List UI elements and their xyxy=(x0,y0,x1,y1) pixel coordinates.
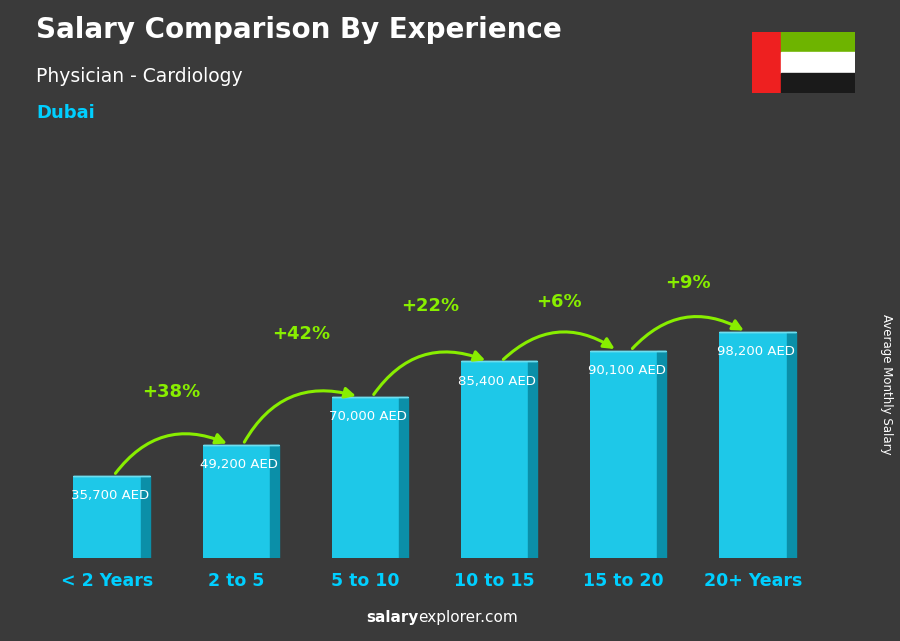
Bar xyxy=(332,397,399,558)
Bar xyxy=(74,476,140,558)
Polygon shape xyxy=(399,397,408,558)
FancyArrowPatch shape xyxy=(115,434,224,474)
Bar xyxy=(781,72,855,93)
Text: +38%: +38% xyxy=(142,383,201,401)
Text: +6%: +6% xyxy=(536,292,582,310)
Text: Average Monthly Salary: Average Monthly Salary xyxy=(880,314,893,455)
Bar xyxy=(752,32,781,93)
Text: +9%: +9% xyxy=(666,274,711,292)
FancyArrowPatch shape xyxy=(633,317,741,349)
Bar xyxy=(202,445,270,558)
Bar xyxy=(590,351,657,558)
Bar xyxy=(781,32,855,53)
Text: 85,400 AED: 85,400 AED xyxy=(458,375,536,388)
Polygon shape xyxy=(787,332,796,558)
Polygon shape xyxy=(270,445,279,558)
Text: +42%: +42% xyxy=(272,326,330,344)
FancyArrowPatch shape xyxy=(244,388,353,442)
Text: 90,100 AED: 90,100 AED xyxy=(588,364,665,377)
Text: Physician - Cardiology: Physician - Cardiology xyxy=(36,67,243,87)
Text: explorer.com: explorer.com xyxy=(418,610,518,625)
Text: salary: salary xyxy=(366,610,418,625)
Text: Dubai: Dubai xyxy=(36,104,94,122)
FancyArrowPatch shape xyxy=(374,352,482,394)
Bar xyxy=(781,53,855,72)
Text: Salary Comparison By Experience: Salary Comparison By Experience xyxy=(36,16,562,44)
Text: 70,000 AED: 70,000 AED xyxy=(329,410,407,423)
Polygon shape xyxy=(657,351,666,558)
Text: 49,200 AED: 49,200 AED xyxy=(200,458,278,471)
Bar xyxy=(719,332,787,558)
Polygon shape xyxy=(528,362,537,558)
Text: 98,200 AED: 98,200 AED xyxy=(716,345,795,358)
FancyArrowPatch shape xyxy=(503,332,612,360)
Text: 35,700 AED: 35,700 AED xyxy=(71,489,149,502)
Text: +22%: +22% xyxy=(401,297,459,315)
Polygon shape xyxy=(140,476,149,558)
Bar xyxy=(461,362,528,558)
